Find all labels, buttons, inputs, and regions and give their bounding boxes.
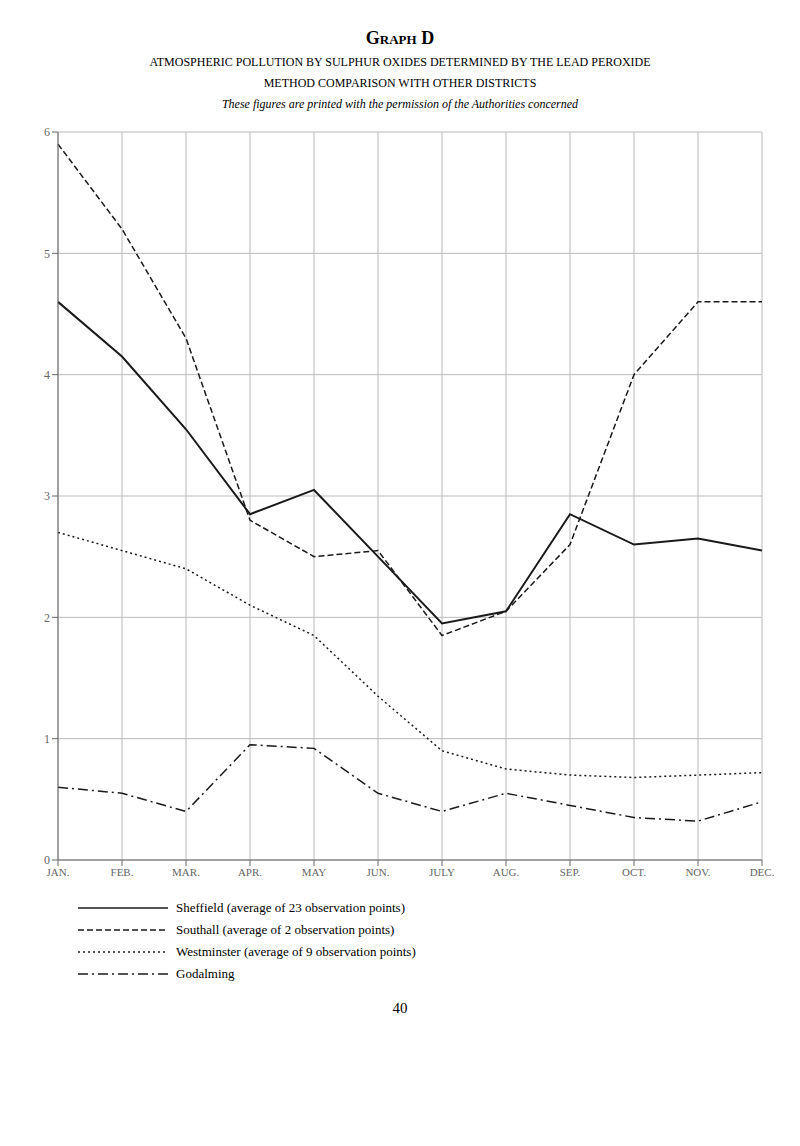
svg-text:6: 6 xyxy=(44,125,50,139)
svg-text:FEB.: FEB. xyxy=(111,866,134,878)
svg-text:1: 1 xyxy=(44,732,50,746)
html-text:40: 40 xyxy=(392,1000,408,1016)
svg-text:JULY: JULY xyxy=(429,866,455,878)
svg-text:NOV.: NOV. xyxy=(685,866,710,878)
html-text:Westminster (average of 9 obse: Westminster (average of 9 observation po… xyxy=(176,944,416,959)
svg-text:0: 0 xyxy=(44,853,50,867)
svg-text:OCT.: OCT. xyxy=(622,866,646,878)
html-text:Godalming: Godalming xyxy=(176,966,235,981)
svg-text:5: 5 xyxy=(44,247,50,261)
svg-text:AUG.: AUG. xyxy=(493,866,520,878)
svg-text:MAY: MAY xyxy=(302,866,327,878)
html-text:These figures are printed with: These figures are printed with the permi… xyxy=(221,97,579,111)
html-text:Sheffield (average of 23 obser: Sheffield (average of 23 observation poi… xyxy=(176,900,405,915)
svg-text:SEP.: SEP. xyxy=(560,866,581,878)
svg-text:DEC.: DEC. xyxy=(750,866,775,878)
svg-text:APR.: APR. xyxy=(238,866,262,878)
html-text:ATMOSPHERIC POLLUTION BY SULPH: ATMOSPHERIC POLLUTION BY SULPHUR OXIDES … xyxy=(149,55,651,69)
svg-text:2: 2 xyxy=(44,611,50,625)
html-text:Graph D: Graph D xyxy=(365,28,435,48)
svg-text:4: 4 xyxy=(44,368,50,382)
svg-text:3: 3 xyxy=(44,489,50,503)
html-text:METHOD COMPARISON WITH OTHER D: METHOD COMPARISON WITH OTHER DISTRICTS xyxy=(263,76,537,90)
svg-text:JAN.: JAN. xyxy=(47,866,70,878)
svg-text:MAR.: MAR. xyxy=(172,866,200,878)
html-text:Southall (average of 2 observa: Southall (average of 2 observation point… xyxy=(176,922,395,937)
svg-text:JUN.: JUN. xyxy=(367,866,390,878)
